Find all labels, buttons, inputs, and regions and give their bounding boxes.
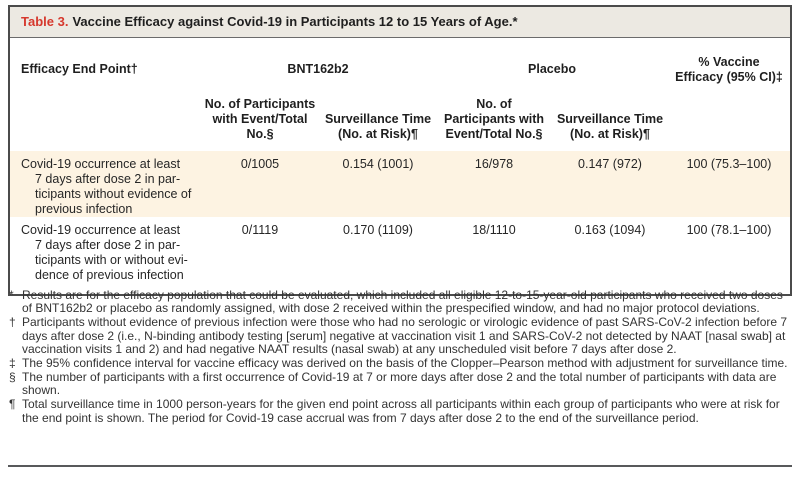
table-title-text: Vaccine Efficacy against Covid-19 in Par… (72, 14, 518, 29)
vaccine-efficacy-value: 100 (75.3–100) (686, 157, 772, 171)
table-header: Efficacy End Point† BNT162b2 Placebo % V… (10, 38, 790, 151)
end-point-line: Covid-19 occurrence at least (21, 157, 181, 171)
bnt162b2-surveillance-value: 0.154 (1001) (342, 157, 414, 171)
footnote-marker: § (9, 369, 16, 384)
header-efficacy-end-point: Efficacy End Point† (21, 61, 138, 76)
bottom-rule (8, 465, 792, 467)
footnote-dagger: † Participants without evidence of previo… (8, 315, 792, 357)
end-point-cell: Covid-19 occurrence at least 7 days afte… (10, 151, 200, 217)
header-bnt-events: No. of Participants with Event/Total No.… (204, 97, 316, 141)
footnote-marker: † (9, 315, 16, 330)
bnt162b2-events-value: 0/1005 (240, 157, 280, 171)
table-number-label: Table 3. (21, 14, 69, 29)
footnote-double-dagger: ‡ The 95% confidence interval for vaccine… (8, 356, 792, 371)
placebo-events-value: 18/1110 (472, 223, 516, 237)
end-point-cell: Covid-19 occurrence at least 7 days afte… (10, 217, 200, 294)
footnotes: * Results are for the efficacy population… (8, 288, 792, 426)
footnote-section: § The number of participants with a first… (8, 369, 792, 398)
end-point-line: previous infection (35, 202, 133, 216)
footnote-text: Total surveillance time in 1000 person-y… (22, 397, 780, 425)
end-point-line: Covid-19 occurrence at least (21, 223, 181, 237)
table-row-with-or-without-prior-infection: Covid-19 occurrence at least 7 days afte… (10, 217, 790, 294)
footnote-text: Participants without evidence of previou… (22, 315, 788, 357)
placebo-events-value: 16/978 (474, 157, 514, 171)
header-placebo-events: No. of Participants with Event/Total No.… (443, 97, 545, 141)
footnote-text: The number of participants with a first … (22, 369, 777, 398)
header-group-placebo: Placebo (528, 61, 576, 76)
footnote-asterisk: * Results are for the efficacy population… (8, 288, 792, 316)
placebo-surveillance-value: 0.163 (1094) (574, 223, 646, 237)
placebo-surveillance-value: 0.147 (972) (578, 157, 642, 171)
footnote-text: Results are for the efficacy population … (22, 288, 783, 316)
end-point-line: dence of previous infection (35, 268, 184, 282)
footnote-pilcrow: ¶ Total surveillance time in 1000 person-… (8, 397, 792, 425)
end-point-line: 7 days after dose 2 in par- (35, 238, 181, 252)
footnote-marker: ¶ (9, 397, 16, 412)
end-point-line: 7 days after dose 2 in par- (35, 172, 181, 186)
end-point-line: ticipants without evidence of (35, 187, 192, 201)
header-group-row: Efficacy End Point† BNT162b2 Placebo % V… (10, 38, 790, 94)
header-placebo-surveillance: Surveillance Time (No. at Risk)¶ (556, 112, 664, 141)
header-group-bnt162b2: BNT162b2 (287, 61, 349, 76)
footnote-marker: * (9, 288, 14, 302)
end-point-line: ticipants with or without evi- (35, 253, 188, 267)
footnote-marker: ‡ (9, 356, 16, 371)
table-row-without-prior-infection: Covid-19 occurrence at least 7 days afte… (10, 151, 790, 217)
header-bnt-surveillance: Surveillance Time (No. at Risk)¶ (324, 112, 432, 141)
table-title-bar: Table 3. Vaccine Efficacy against Covid-1… (10, 7, 790, 38)
bnt162b2-events-value: 0/1119 (241, 223, 279, 237)
vaccine-efficacy-value: 100 (78.1–100) (686, 223, 772, 237)
footnote-text: The 95% confidence interval for vaccine … (22, 356, 788, 371)
bnt162b2-surveillance-value: 0.170 (1109) (343, 223, 413, 237)
header-subcolumn-row: No. of Participants with Event/Total No.… (10, 94, 790, 151)
header-vaccine-efficacy: % Vaccine Efficacy (95% CI)‡ (675, 55, 783, 84)
table3-box: Table 3. Vaccine Efficacy against Covid-1… (8, 5, 792, 296)
